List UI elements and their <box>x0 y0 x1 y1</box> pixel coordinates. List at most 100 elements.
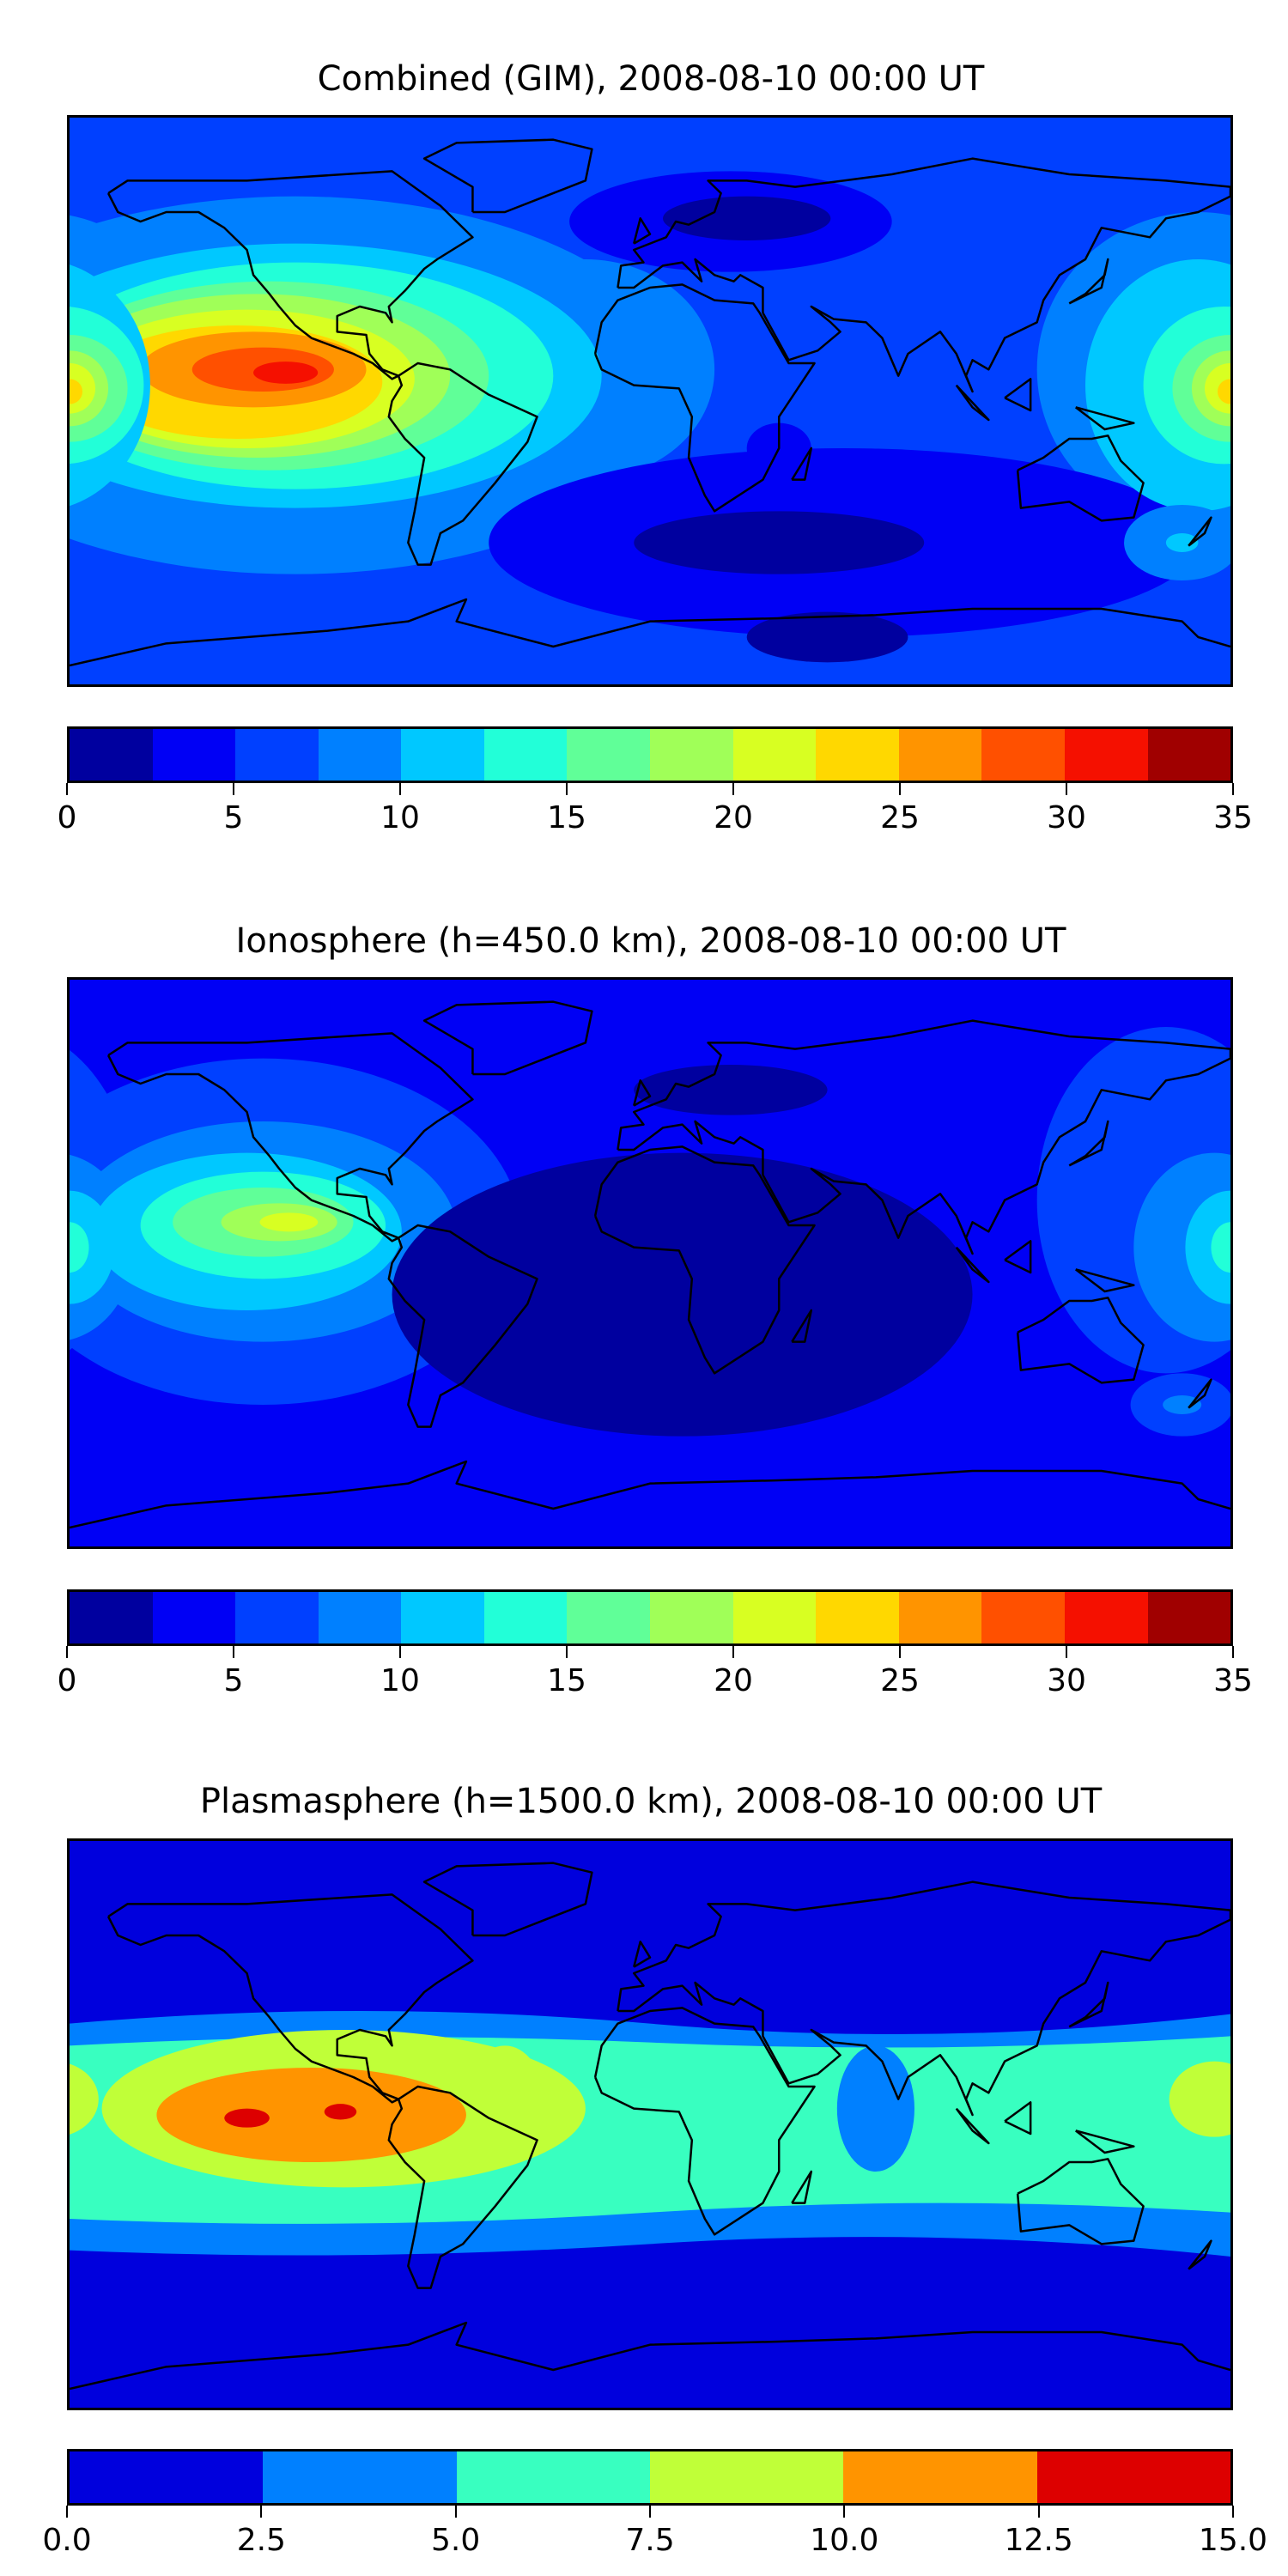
coastline <box>108 1894 472 2102</box>
colorbar-tick <box>66 1646 68 1658</box>
colorbar-ticks: 0.0 2.5 5.0 7.5 10.0 12.5 15.0 <box>42 2506 1267 2566</box>
contour-region <box>1169 2061 1230 2137</box>
colorbar-tick-label: 25 <box>880 800 920 835</box>
colorbar-segment <box>152 1592 236 1643</box>
colorbar-tick-label: 15 <box>547 800 586 835</box>
contour-region <box>1217 379 1230 404</box>
colorbar <box>67 1589 1233 1646</box>
colorbar-tick <box>1066 783 1067 795</box>
coastline <box>595 2008 814 2234</box>
colorbar-segment <box>263 2451 457 2503</box>
colorbar-tick <box>732 783 734 795</box>
colorbar-tick-label: 5 <box>223 800 244 835</box>
colorbar-tick-label: 10.0 <box>810 2523 879 2558</box>
map-plot <box>67 1838 1233 2410</box>
colorbar-tick-label: 2.5 <box>236 2523 286 2558</box>
chart-title: Plasmasphere (h=1500.0 km), 2008-08-10 0… <box>199 1782 1103 1821</box>
colorbar-segment <box>567 1592 651 1643</box>
colorbar <box>67 726 1233 783</box>
colorbar-segment <box>650 1592 733 1643</box>
colorbar-segment <box>1147 1592 1231 1643</box>
contour-region <box>1185 1190 1230 1304</box>
contour-region <box>1165 533 1199 552</box>
coastline <box>1069 259 1108 303</box>
colorbar-segment <box>401 1592 484 1643</box>
colorbar-segment <box>456 2451 650 2503</box>
colorbar-segment <box>70 729 153 781</box>
chart-title: Ionosphere (h=450.0 km), 2008-08-10 00:0… <box>235 921 1066 961</box>
colorbar-tick-label: 35 <box>1213 1663 1253 1698</box>
colorbar-segment <box>1064 729 1148 781</box>
coastline <box>70 599 1230 665</box>
colorbar-segment <box>1147 729 1231 781</box>
colorbar-segment <box>1036 2451 1230 2503</box>
coastline <box>617 1882 1230 2115</box>
colorbar-tick-label: 20 <box>714 1663 753 1698</box>
coastline <box>595 1146 814 1373</box>
colorbar-segment <box>898 1592 982 1643</box>
coastline <box>1076 2130 1134 2153</box>
colorbar-segment <box>318 729 402 781</box>
colorbar-tick <box>1232 1646 1234 1658</box>
colorbar-segment <box>483 729 568 781</box>
contour-region <box>70 1222 89 1273</box>
colorbar-tick-label: 5 <box>223 1663 244 1698</box>
coastline <box>1069 1983 1108 2026</box>
coastline <box>70 2323 1230 2389</box>
colorbar-tick <box>566 783 568 795</box>
colorbar-tick-label: 0.0 <box>42 2523 92 2558</box>
coastline <box>792 2172 811 2203</box>
coastline <box>108 171 472 379</box>
colorbar-segment <box>816 1592 899 1643</box>
colorbar-tick <box>649 2506 651 2518</box>
colorbar-tick <box>66 2506 68 2518</box>
colorbar-tick <box>399 783 401 795</box>
contour-region <box>1163 1395 1202 1414</box>
colorbar-tick-label: 12.5 <box>1004 2523 1073 2558</box>
colorbar-tick <box>1232 783 1234 795</box>
colorbar-segment <box>649 2451 844 2503</box>
coastline <box>792 1310 811 1342</box>
colorbar-segment <box>318 1592 402 1643</box>
colorbar-tick <box>233 1646 234 1658</box>
coastline <box>389 363 538 565</box>
colorbar-segment <box>483 1592 568 1643</box>
colorbar-segment <box>70 1592 153 1643</box>
colorbar-tick <box>899 1646 901 1658</box>
colorbar-tick <box>899 783 901 795</box>
contour-region <box>746 611 908 663</box>
colorbar-segment <box>898 729 982 781</box>
contour-region <box>634 1065 828 1115</box>
colorbar-ticks: 0 5 10 15 20 25 30 35 <box>58 1646 1253 1706</box>
contour-region <box>224 2108 270 2128</box>
coastline <box>617 1021 1230 1254</box>
colorbar-tick-label: 15.0 <box>1198 2523 1268 2558</box>
coastline <box>957 1248 989 1282</box>
contour-region <box>253 361 319 384</box>
coastline <box>1188 518 1211 546</box>
colorbar-tick-label: 10 <box>380 800 420 835</box>
map-plot <box>67 115 1233 687</box>
colorbar-tick <box>566 1646 568 1658</box>
colorbar-segment <box>567 729 651 781</box>
coastline <box>70 1461 1230 1528</box>
contour-region <box>324 2104 357 2120</box>
colorbar-segment <box>981 729 1065 781</box>
coastline <box>1188 1380 1211 1408</box>
colorbar-segment <box>401 729 484 781</box>
contour-region <box>663 196 831 240</box>
colorbar-tick-label: 20 <box>714 800 753 835</box>
coastline <box>957 2109 989 2143</box>
coastline <box>424 1863 592 1935</box>
coastline <box>424 140 592 212</box>
colorbar-tick <box>66 783 68 795</box>
colorbar-segment <box>732 729 817 781</box>
colorbar-tick <box>843 2506 846 2518</box>
contour-region <box>70 379 83 404</box>
colorbar-segment <box>70 2451 264 2503</box>
colorbar-tick <box>260 2506 263 2518</box>
colorbar-segment <box>235 729 319 781</box>
coastline <box>1069 1121 1108 1165</box>
coastline <box>1005 2102 1030 2134</box>
coastline <box>1005 379 1030 410</box>
